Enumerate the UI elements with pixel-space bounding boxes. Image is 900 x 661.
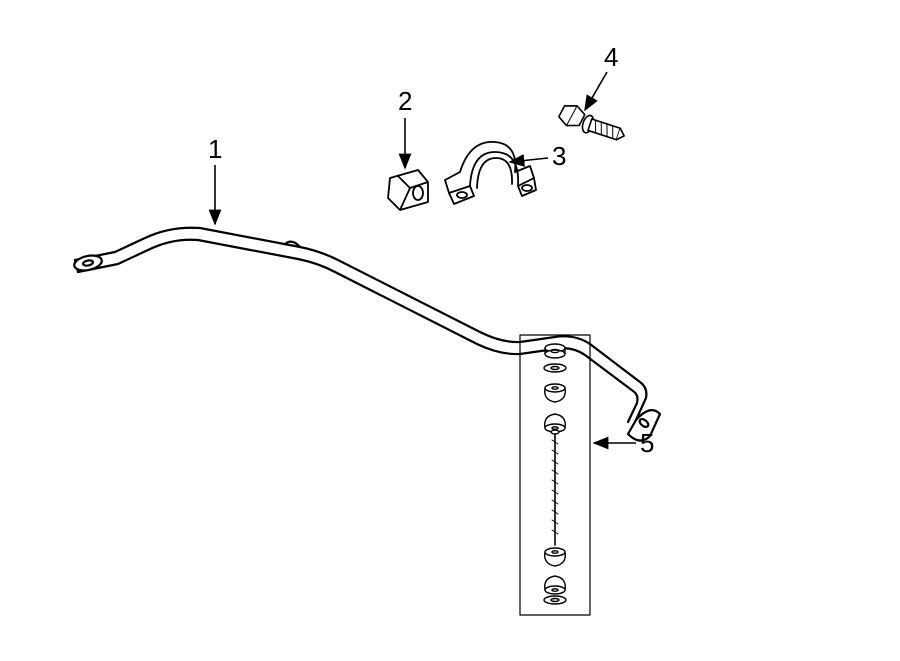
part-bolt [557, 102, 629, 145]
callout-label-2: 2 [398, 86, 412, 116]
callout-label-3: 3 [552, 141, 566, 171]
part-stabilizer-bar [73, 228, 660, 441]
parts-diagram: 1 2 3 4 5 [0, 0, 900, 661]
part-bracket [445, 142, 536, 204]
callout-5: 5 [594, 428, 654, 458]
callout-2: 2 [398, 86, 412, 168]
callout-label-4: 4 [604, 42, 618, 72]
callout-3: 3 [510, 141, 566, 171]
part-bushing [388, 170, 428, 210]
callout-label-1: 1 [208, 134, 222, 164]
callout-label-5: 5 [640, 428, 654, 458]
callout-4: 4 [585, 42, 618, 110]
part-link-kit [520, 335, 590, 615]
callout-1: 1 [208, 134, 222, 224]
